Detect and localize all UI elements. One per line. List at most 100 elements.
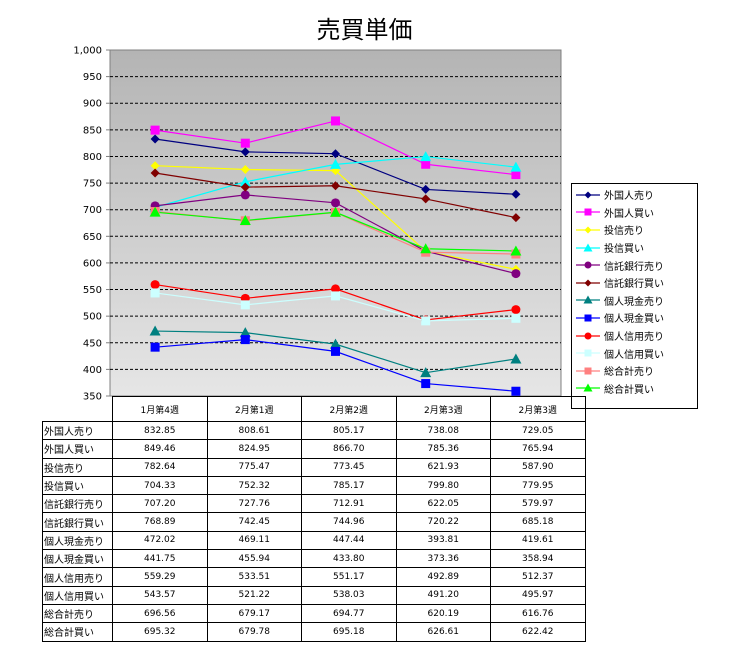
data-point (583, 295, 593, 304)
data-label: 587.90 (490, 457, 586, 477)
legend-swatch (576, 349, 600, 357)
data-point (330, 338, 341, 349)
data-table-header: 1月第4週 2月第1週 2月第2週 2月第3週 2月第3週 (43, 396, 586, 422)
table-row: 外国人買い 849.46 824.95 866.70 785.36 765.94 (42, 439, 586, 459)
data-label: 694.77 (301, 603, 397, 624)
data-point (240, 147, 250, 157)
data-label: 433.80 (301, 549, 397, 569)
data-label: 779.95 (490, 475, 586, 496)
data-point (150, 161, 160, 171)
data-label: 785.17 (301, 475, 397, 496)
data-label: 729.05 (490, 420, 586, 441)
row-label: 外国人売り (42, 420, 113, 441)
data-label: 543.57 (112, 585, 208, 605)
data-label: 707.20 (112, 494, 208, 514)
legend-swatch (576, 367, 600, 375)
y-tick-label: 350 (83, 392, 102, 401)
category-label: 1月第4週 (112, 396, 208, 422)
chart-title: 売買単価 (316, 16, 413, 44)
data-label: 824.95 (206, 439, 302, 459)
data-point (240, 190, 250, 200)
data-label: 551.17 (301, 567, 397, 587)
y-tick-label: 500 (83, 312, 102, 323)
data-label: 773.45 (301, 457, 397, 477)
y-tick-label: 700 (83, 205, 102, 216)
legend-label: 投信売り (604, 226, 644, 238)
data-point (149, 206, 161, 217)
data-point (584, 349, 592, 357)
legend-swatch (576, 226, 600, 234)
data-point (510, 161, 522, 172)
row-label: 信託銀行買い (42, 512, 113, 532)
legend-item: 個人信用売り (572, 327, 697, 345)
data-label: 727.76 (206, 494, 302, 514)
series-markers (149, 116, 522, 396)
table-row: 個人信用買い 543.57 521.22 538.03 491.20 495.97 (42, 585, 586, 605)
data-point (240, 335, 250, 345)
legend-swatch (576, 295, 600, 304)
y-tick-label: 800 (83, 152, 102, 163)
y-tick-label: 550 (83, 285, 102, 296)
data-point (420, 151, 432, 162)
data-label: 704.33 (112, 475, 208, 496)
data-point (421, 379, 431, 389)
legend-item: 投信売り (572, 221, 697, 239)
data-point (239, 327, 251, 338)
y-tick-label: 400 (83, 365, 102, 376)
legend-item: 信託銀行買い (572, 274, 697, 292)
data-point (331, 198, 340, 208)
data-label: 765.94 (490, 439, 586, 459)
data-point (150, 125, 160, 135)
legend-swatch (576, 208, 600, 216)
data-label: 695.32 (112, 622, 208, 642)
row-label: 個人信用売り (42, 567, 113, 587)
table-corner (43, 397, 113, 422)
data-point (420, 367, 432, 378)
y-tick-label: 600 (83, 258, 102, 269)
data-label: 742.45 (206, 512, 302, 532)
data-label: 512.37 (490, 567, 586, 587)
table-row: 投信買い 704.33 752.32 785.17 799.80 779.95 (42, 475, 586, 496)
data-label: 620.19 (395, 603, 491, 624)
data-point (330, 158, 341, 169)
legend-label: 総合計売り (604, 367, 654, 379)
data-label: 441.75 (112, 549, 208, 569)
data-label: 832.85 (112, 420, 208, 441)
data-label: 469.11 (206, 530, 302, 551)
category-label: 2月第2週 (301, 396, 397, 422)
legend-label: 外国人売り (604, 191, 654, 203)
data-point (511, 213, 521, 223)
data-point (584, 367, 592, 375)
row-label: 総合計買い (42, 622, 113, 642)
category-label: 2月第3週 (395, 396, 491, 422)
data-point (584, 261, 592, 269)
data-point (331, 284, 340, 294)
table-row: 信託銀行売り 707.20 727.76 712.91 622.05 579.97 (42, 494, 586, 514)
legend-swatch (576, 261, 600, 269)
data-label: 358.94 (490, 549, 586, 569)
data-label: 491.20 (395, 585, 491, 605)
legend-label: 個人信用買い (604, 349, 664, 361)
data-point (583, 383, 593, 392)
legend-label: 投信買い (604, 244, 644, 256)
data-point (150, 134, 160, 144)
data-point (584, 279, 592, 287)
data-label: 559.29 (112, 567, 208, 587)
table-row: 信託銀行買い 768.89 742.45 744.96 720.22 685.18 (42, 512, 586, 532)
table-row: 投信売り 782.64 775.47 773.45 621.93 587.90 (42, 457, 586, 477)
data-label: 720.22 (395, 512, 491, 532)
data-point (511, 386, 521, 396)
legend-item: 個人現金買い (572, 309, 697, 327)
legend-item: 個人現金売り (572, 292, 697, 310)
data-label: 538.03 (301, 585, 397, 605)
table-row: 総合計売り 696.56 679.17 694.77 620.19 616.76 (42, 603, 586, 624)
legend-label: 個人信用売り (604, 332, 664, 344)
data-point (240, 300, 250, 310)
y-tick-label: 450 (83, 338, 102, 349)
data-point (583, 243, 593, 252)
data-point (150, 280, 160, 290)
data-point (421, 159, 431, 169)
row-label: 外国人買い (42, 439, 113, 459)
data-point (584, 208, 592, 216)
data-label: 626.61 (395, 622, 491, 642)
